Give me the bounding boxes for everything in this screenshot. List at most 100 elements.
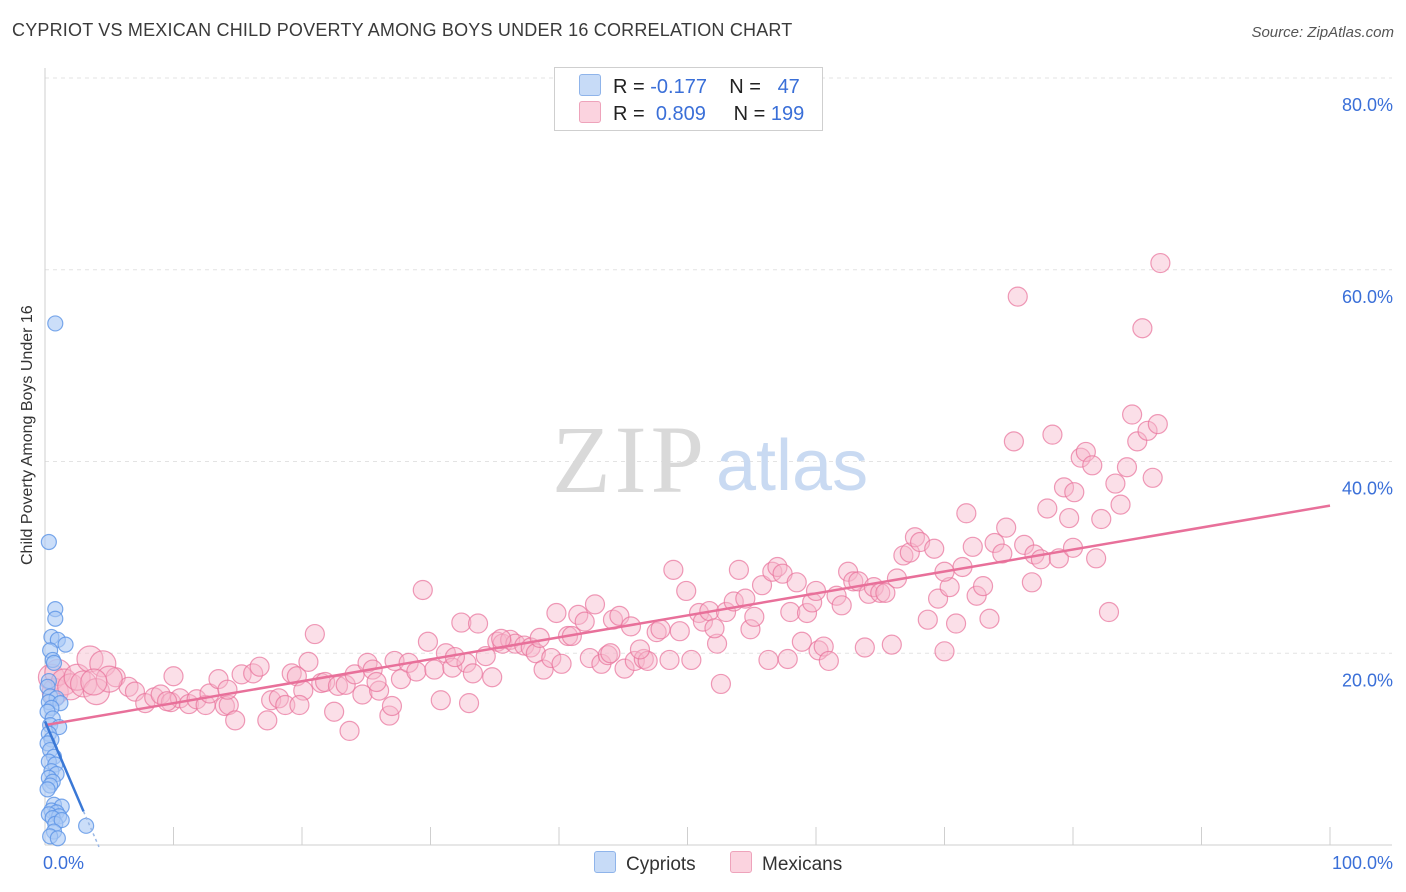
point-mexicans [381,695,403,717]
trend-line-cypriots [43,720,85,812]
point-mexicans [659,649,680,671]
point-mexicans [758,649,779,671]
point-mexicans [600,643,621,664]
point-mexicans [324,701,345,722]
point-mexicans [637,650,658,672]
legend-r-value: -0.177 [650,76,707,98]
point-mexicans [163,666,184,687]
point-mexicans [1116,457,1138,478]
point-mexicans [663,559,684,580]
point-mexicans [972,576,994,597]
point-mexicans [945,613,967,634]
point-mexicans [424,659,445,680]
point-mexicans [1150,252,1171,274]
chart-title: CYPRIOT VS MEXICAN CHILD POVERTY AMONG B… [12,20,793,40]
point-mexicans [681,649,702,671]
point-mexicans [541,647,562,669]
bottom-legend-cypriots: Cypriots [594,851,696,876]
point-mexicans [1086,548,1107,569]
point-mexicans [218,694,239,716]
y-tick-label: 60.0% [1342,287,1393,307]
point-mexicans [412,579,433,601]
point-mexicans [676,580,697,602]
point-mexicans [249,656,270,677]
point-mexicans [924,538,945,559]
point-mexicans [805,580,827,602]
point-mexicans [275,694,296,716]
point-mexicans [854,637,875,658]
point-mexicans [740,619,761,640]
point-mexicans [818,650,839,672]
point-mexicans [1059,507,1080,529]
point-mexicans [728,559,750,580]
point-mexicans [352,684,373,705]
point-mexicans [1003,431,1024,452]
legend-n-label: N = [733,103,766,125]
point-mexicans [1098,601,1120,623]
point-mexicans [614,658,635,679]
point-cypriots [57,636,74,653]
point-mexicans [650,619,671,640]
watermark: ZIP atlas [552,406,868,513]
point-mexicans [629,639,651,660]
point-mexicans [298,651,319,672]
point-mexicans [482,667,503,688]
watermark-atlas: atlas [716,426,868,506]
point-mexicans [1137,420,1158,441]
point-mexicans [735,588,756,609]
point-cypriots [45,654,63,671]
bottom-legend-label: Mexicans [762,854,843,875]
point-mexicans [1075,441,1096,463]
point-mexicans [1127,431,1148,452]
trend-line-mexicans [44,504,1331,727]
tick-labels: 20.0% 40.0% 60.0% 80.0% 0.0% 100.0% [43,95,1393,873]
bottom-legend-swatch-mexicans [730,851,752,873]
point-mexicans [899,542,920,563]
point-cypriots [40,533,57,551]
point-mexicans [831,595,852,616]
point-mexicans [289,694,310,716]
point-mexicans [546,602,567,624]
point-mexicans [366,671,387,693]
point-cypriots [47,315,64,332]
point-mexicans [1053,477,1075,498]
point-mexicans [525,643,546,664]
point-mexicans [1110,494,1131,515]
point-mexicans [1037,498,1058,519]
series-cypriots [39,315,95,847]
point-mexicans [962,536,983,557]
point-mexicans [777,648,798,670]
source-note: Source: ZipAtlas.com [1251,24,1394,41]
point-cypriots [78,817,95,834]
correlation-legend: R = -0.177 N = 47 R = 0.809 N = 199 [554,67,823,131]
point-mexicans [1142,467,1163,488]
point-mexicans [751,575,773,596]
point-mexicans [646,622,667,643]
point-mexicans [786,572,807,593]
legend-row-cypriots: R = -0.177 N = 47 [579,74,800,98]
point-mexicans [706,633,728,654]
point-mexicans [529,627,550,649]
point-mexicans [467,613,489,634]
point-mexicans [156,691,178,712]
legend-r-label: R = [613,103,645,125]
point-mexicans [780,601,801,623]
point-mexicans [875,582,896,603]
point-mexicans [934,641,955,662]
point-mexicans [551,653,572,674]
bottom-legend-swatch-cypriots [594,851,616,873]
bottom-legend-mexicans: Mexicans [730,851,842,876]
trend-lines [43,504,1331,848]
legend-r-value: 0.809 [655,103,706,125]
watermark-zip: ZIP [552,406,708,513]
point-mexicans [1007,286,1028,307]
point-mexicans [996,517,1017,538]
legend-n-value: 199 [770,103,805,125]
point-mexicans [430,690,451,711]
point-mexicans [956,503,977,524]
point-mexicans [451,612,472,633]
point-mexicans [1091,508,1112,530]
legend-swatch-cypriots [579,74,601,96]
point-mexicans [458,693,480,714]
